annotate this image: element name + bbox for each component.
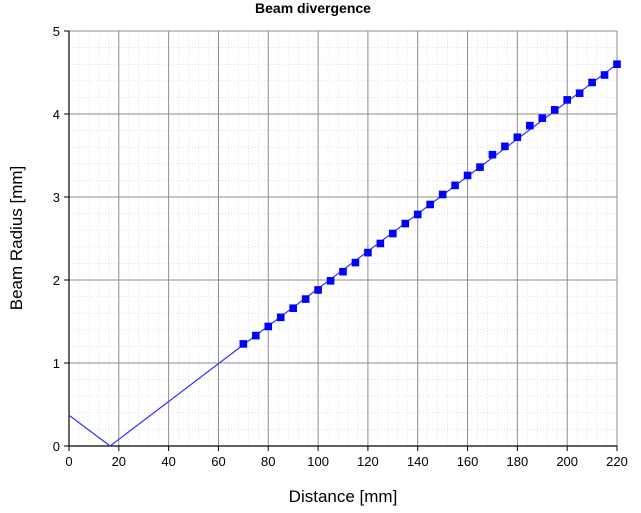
data-point <box>389 229 397 238</box>
data-point <box>276 313 285 322</box>
data-point <box>289 304 297 313</box>
x-axis-label: Distance [mm] <box>289 487 398 506</box>
data-point <box>563 96 571 104</box>
y-tick-label: 0 <box>53 439 60 454</box>
data-point <box>339 267 347 276</box>
grid <box>68 30 618 447</box>
x-tick-label: 160 <box>457 454 479 469</box>
x-tick-label: 0 <box>65 454 72 469</box>
y-tick-label: 1 <box>53 356 60 371</box>
data-point <box>526 121 534 130</box>
axes <box>64 30 618 451</box>
data-point <box>488 150 497 159</box>
data-point <box>513 133 522 142</box>
data-point <box>401 219 410 228</box>
x-tick-label: 100 <box>307 454 329 469</box>
data-point <box>588 78 596 87</box>
data-series <box>68 60 621 447</box>
data-point <box>463 171 472 180</box>
data-point <box>538 114 547 122</box>
x-tick-label: 40 <box>161 454 175 469</box>
data-point <box>613 60 621 68</box>
data-point <box>252 331 260 340</box>
x-tick-label: 220 <box>606 454 628 469</box>
data-point <box>301 295 310 303</box>
data-point <box>550 106 559 114</box>
y-tick-label: 5 <box>53 24 60 39</box>
y-tick-label: 3 <box>53 190 60 205</box>
data-point <box>501 142 509 151</box>
x-tick-label: 180 <box>507 454 529 469</box>
x-tick-label: 80 <box>261 454 275 469</box>
data-point <box>351 258 360 267</box>
data-point <box>314 286 322 294</box>
data-point <box>326 277 335 285</box>
data-point <box>600 71 609 79</box>
data-point <box>476 163 484 171</box>
x-tick-label: 140 <box>407 454 429 469</box>
data-point <box>426 200 434 209</box>
data-point <box>575 89 584 98</box>
data-point <box>264 322 273 331</box>
chart-title: Beam divergence <box>255 0 371 16</box>
tick-labels: 0 20 40 60 80 100 120 140 160 180 200 220 0 1 2 3 4 5 <box>53 24 628 469</box>
data-point <box>376 239 385 248</box>
x-tick-label: 200 <box>556 454 578 469</box>
x-tick-label: 20 <box>112 454 126 469</box>
y-tick-label: 4 <box>53 107 60 122</box>
data-point <box>413 210 422 219</box>
y-tick-label: 2 <box>53 273 60 288</box>
fit-line <box>68 63 618 447</box>
data-point <box>438 190 447 199</box>
y-axis-label: Beam Radius [mm] <box>7 166 26 311</box>
x-tick-label: 60 <box>211 454 225 469</box>
data-point <box>451 181 459 190</box>
x-tick-label: 120 <box>357 454 379 469</box>
data-point <box>364 248 372 257</box>
data-point <box>239 340 248 348</box>
